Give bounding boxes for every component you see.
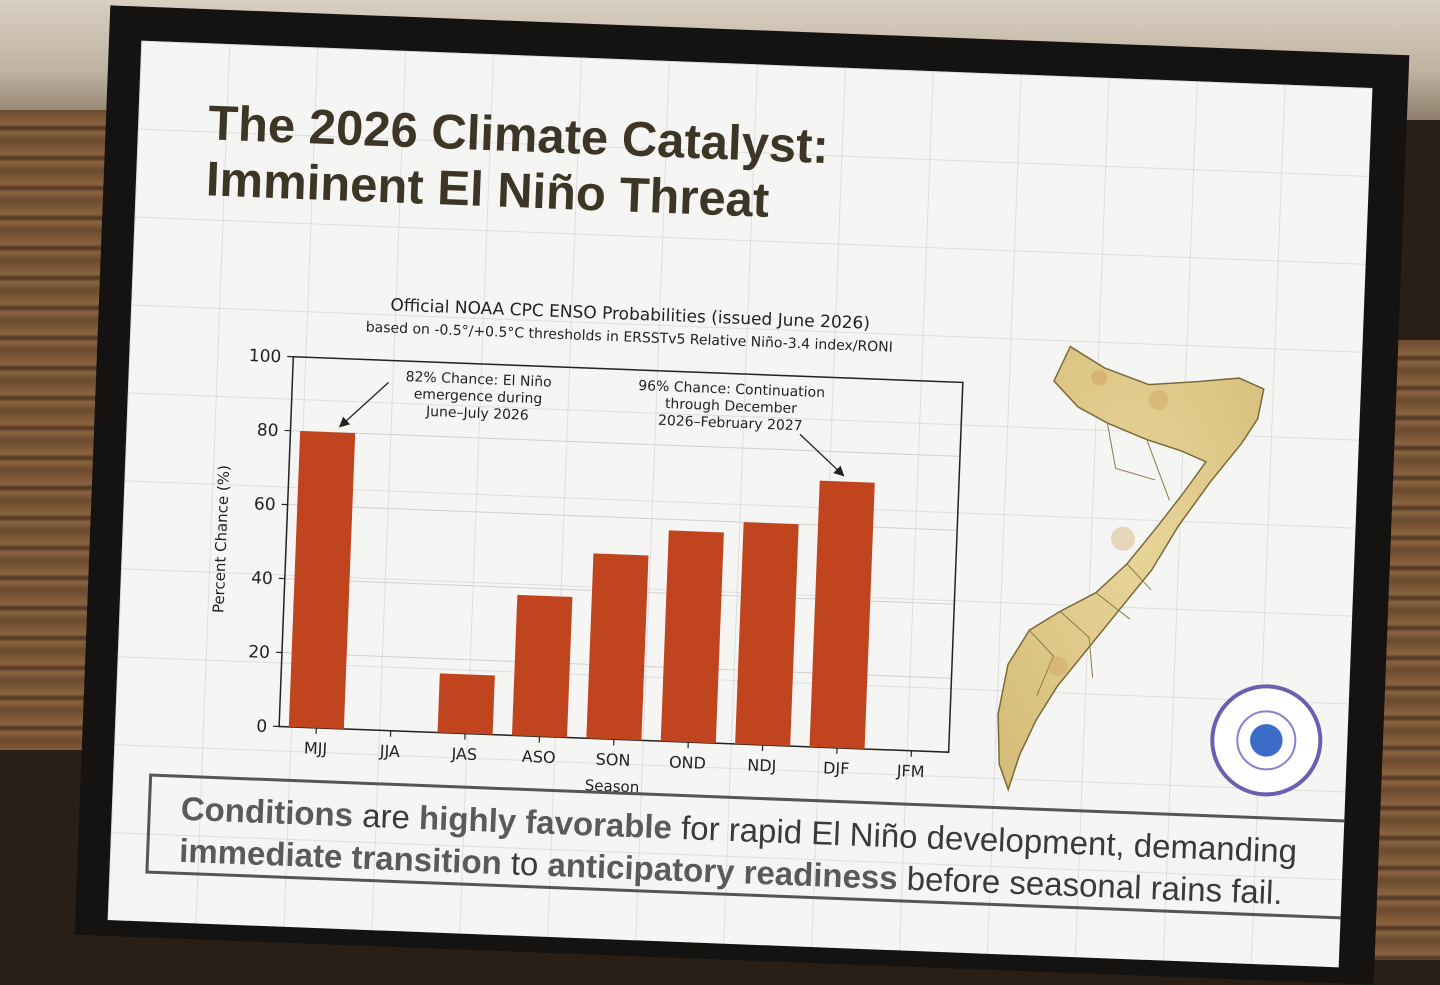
chart-x-tick-label: OND [669,752,707,772]
chart-y-tick-label: 60 [254,494,276,515]
chart-gridline [290,431,960,457]
conclusion-text-part: before seasonal rains fail. [897,859,1283,911]
enso-probability-chart: 0 20 40 60 80 100 MJJ JJA JAS ASO SON OND NDJ DJF JFM… [137,261,1007,823]
chart-y-tick-label: 0 [256,717,268,737]
chart-y-ticks: 0 20 40 60 80 100 [234,346,293,737]
chart-bar-aso [512,595,572,738]
chart-y-tick-label: 20 [248,642,270,663]
chart-annotation-arrow [798,434,845,475]
chart-y-tick-label: 100 [248,346,281,367]
chart-bar-jas [438,673,495,734]
chart-y-axis-label: Percent Chance (%) [209,465,233,614]
conclusion-text-part: to [501,844,548,883]
chart-x-tick-label: SON [595,750,630,770]
chart-x-tick-label: NDJ [747,755,777,775]
chart-y-tick-label: 40 [251,568,273,589]
chart-x-tick-label: JAS [450,744,477,764]
chart-x-tick-label: DJF [823,758,850,778]
conclusion-emphasis-conditions: Conditions [180,790,354,834]
conclusion-emphasis-favorable: highly favorable [418,799,672,846]
chart-annotation-line: June–July 2026 [425,404,529,424]
chart-x-tick-label: MJJ [304,738,328,758]
conclusion-text-part: are [352,796,419,836]
conclusion-emphasis-readiness: anticipatory readiness [547,846,898,896]
chart-annotation-arrow [340,381,389,429]
presentation-slide: The 2026 Climate Catalyst: Imminent El N… [108,41,1373,968]
conclusion-emphasis-transition: immediate transition [179,832,503,881]
seal-emblem-icon [1235,709,1297,771]
chart-bar-djf [810,481,875,749]
chart-x-tick-label: ASO [521,747,555,767]
chart-y-tick-label: 80 [256,420,278,441]
chart-x-tick-label: JJA [379,741,401,761]
chart-bar-son [586,553,648,740]
chart-bar-ond [661,530,724,743]
chart-x-tick-label: JFM [895,761,924,781]
slide-title: The 2026 Climate Catalyst: Imminent El N… [205,95,1109,241]
chart-bar-mjj [289,431,355,729]
chart-bar-ndj [735,522,799,746]
